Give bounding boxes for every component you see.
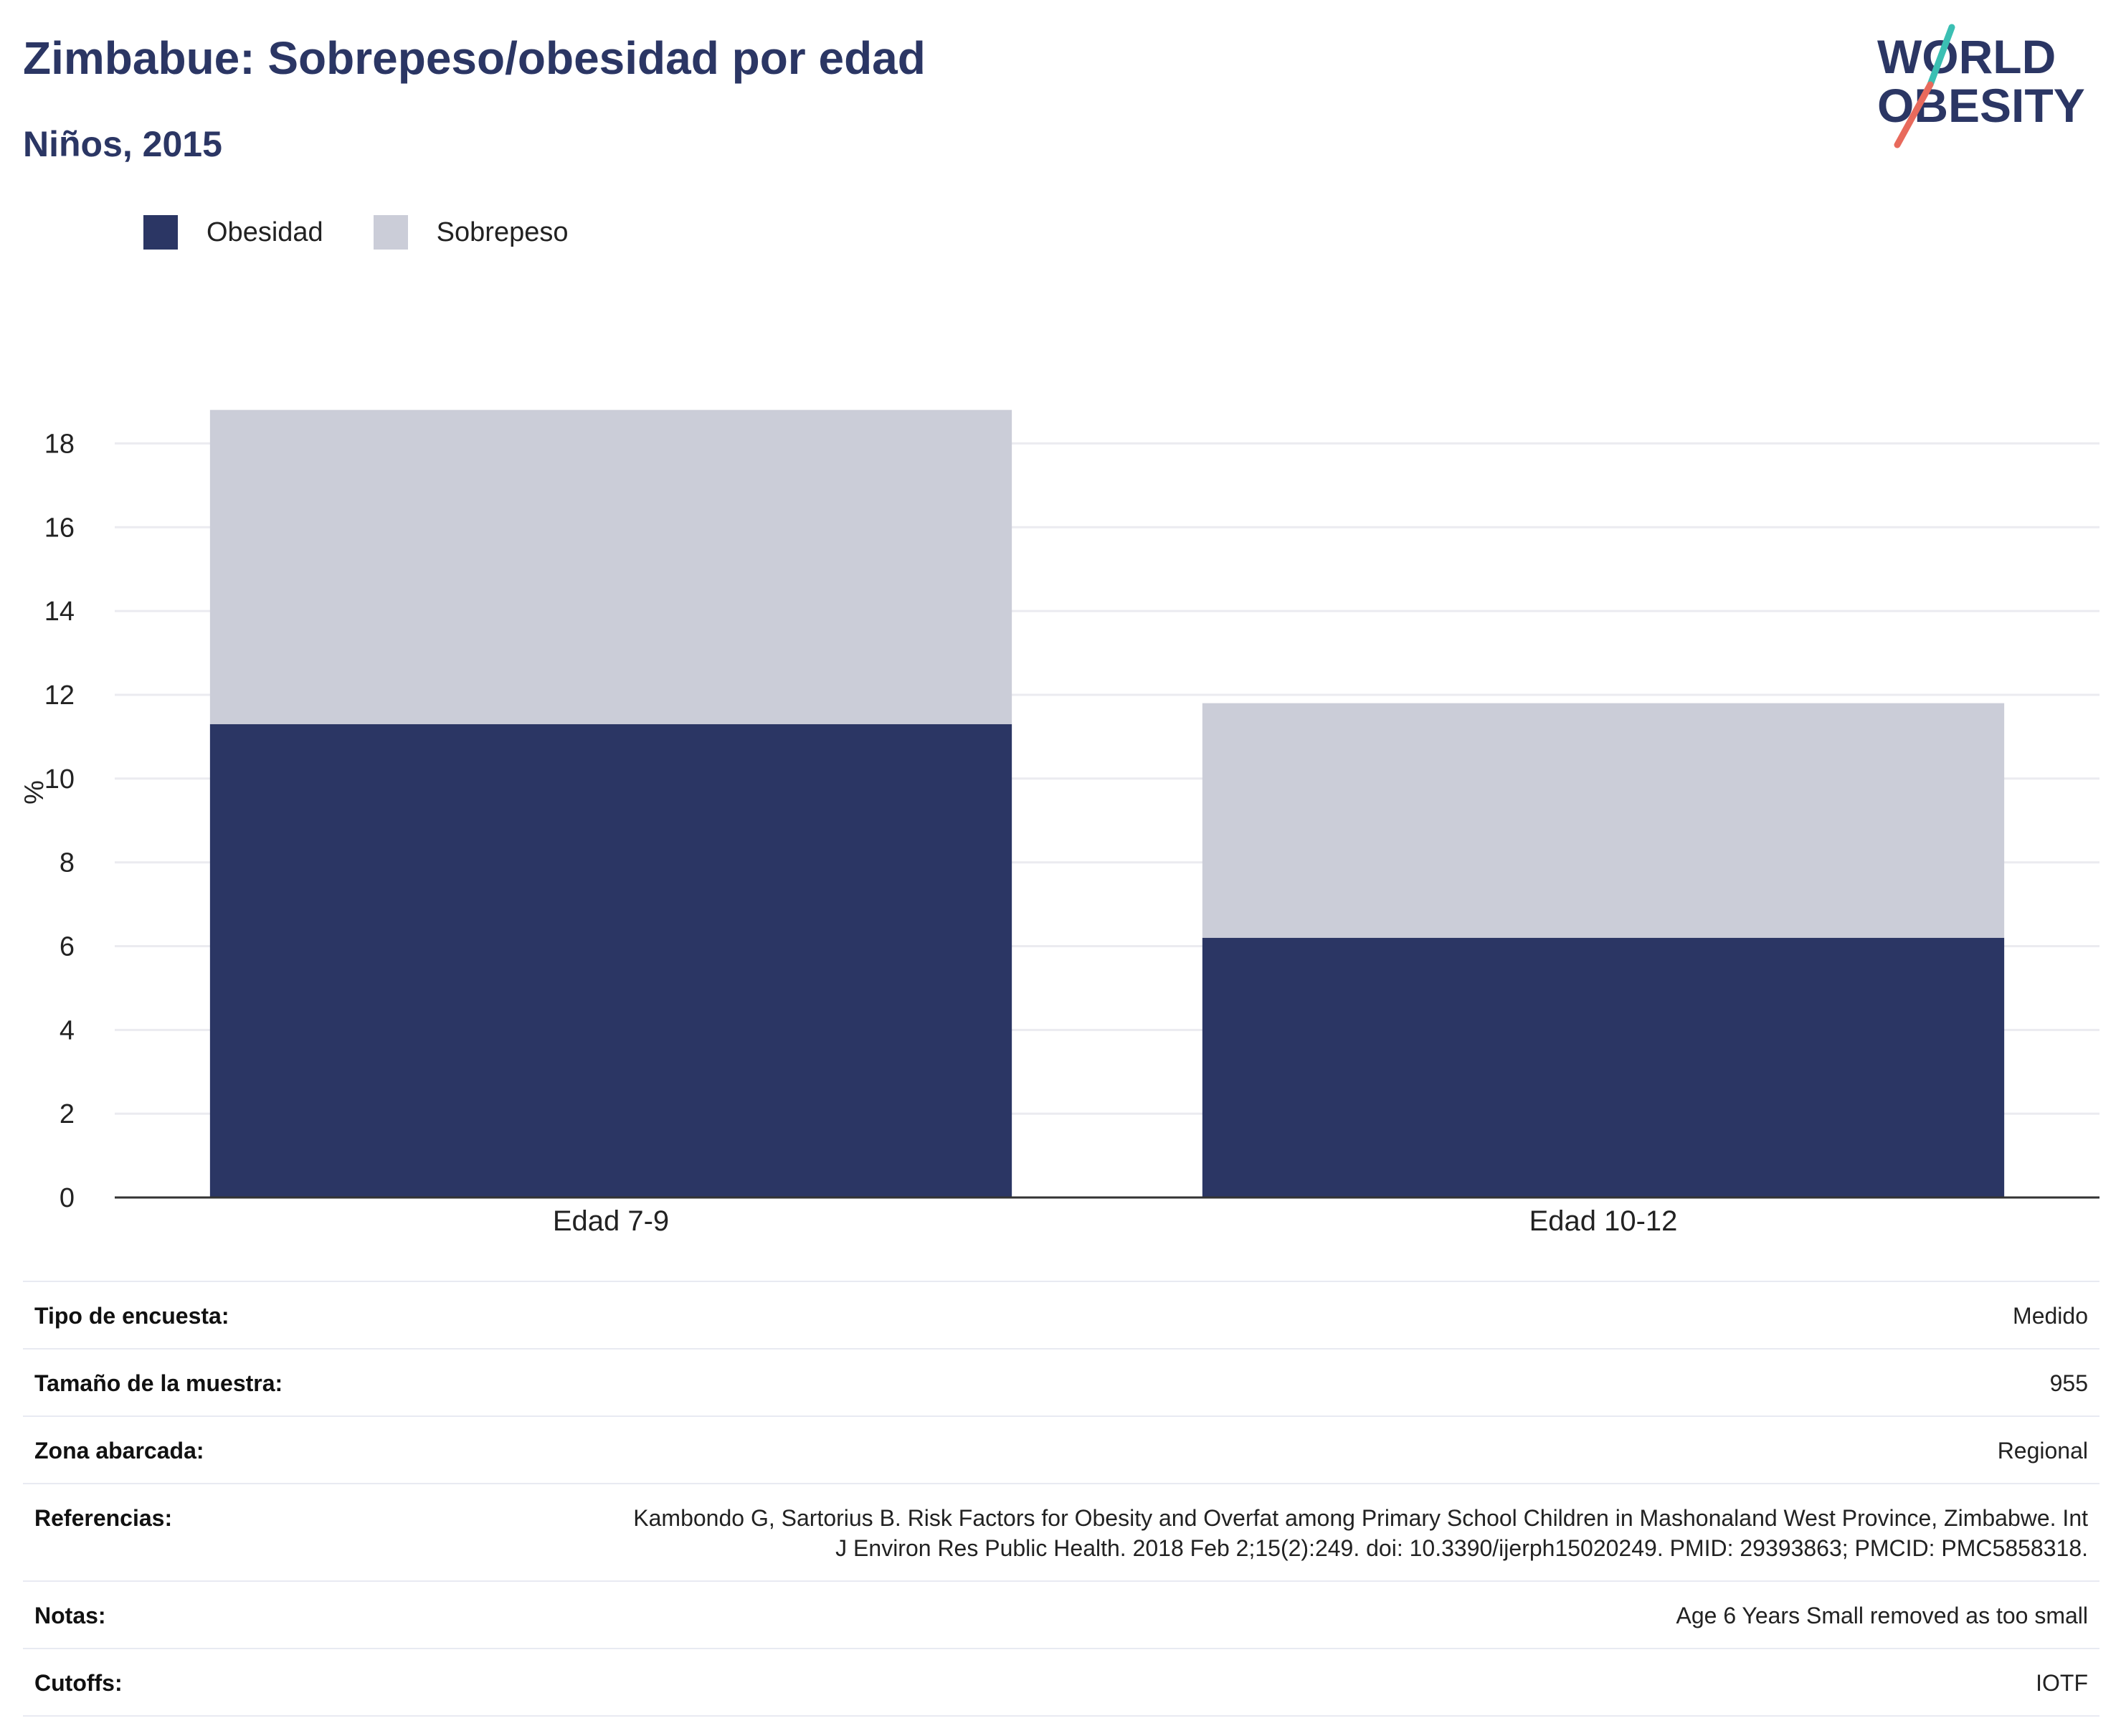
- legend-item-obesidad: Obesidad: [143, 215, 323, 250]
- info-value: 955: [2049, 1370, 2088, 1396]
- info-key: Zona abarcada:: [34, 1438, 204, 1464]
- y-tick-label-18: 18: [44, 429, 75, 459]
- info-row: Tamaño de la muestra: 955: [23, 1350, 2099, 1417]
- info-value: Age 6 Years Small removed as too small: [1676, 1603, 2088, 1628]
- bars: [209, 409, 2005, 1197]
- info-row: Zona abarcada: Regional: [23, 1417, 2099, 1484]
- logo-slash-teal: [1927, 24, 1955, 88]
- logo-line1: WORLD: [1877, 30, 2056, 83]
- y-tick-label-8: 8: [60, 848, 75, 878]
- y-tick-label-10: 10: [44, 764, 75, 795]
- info-value: Regional: [1997, 1438, 2088, 1464]
- info-value: Kambondo G, Sartorius B. Risk Factors fo…: [633, 1505, 2088, 1561]
- logo-slash-red: [1894, 81, 1934, 148]
- world-obesity-logo: WORLD OBESITY: [1877, 24, 2085, 148]
- y-axis: 0 2 4 6 8 10 12 14 16 18: [44, 429, 75, 1213]
- bar-obesidad-2: [1202, 937, 2005, 1197]
- y-tick-label-0: 0: [60, 1183, 75, 1213]
- chart-subtitle: Niños, 2015: [23, 124, 222, 164]
- info-key: Tamaño de la muestra:: [34, 1370, 283, 1396]
- legend-label-sobrepeso: Sobrepeso: [436, 217, 569, 247]
- info-row: Referencias: Kambondo G, Sartorius B. Ris…: [23, 1484, 2099, 1582]
- info-table: Tipo de encuesta: Medido Tamaño de la mues…: [23, 1281, 2099, 1717]
- x-tick-label-2: Edad 10-12: [1529, 1205, 1678, 1237]
- bar-sobrepeso-2: [1202, 703, 2005, 938]
- y-tick-label-16: 16: [44, 513, 75, 543]
- legend: Obesidad Sobrepeso: [143, 214, 618, 251]
- info-key: Tipo de encuesta:: [34, 1303, 229, 1329]
- y-axis-label: %: [19, 780, 49, 805]
- legend-swatch-sobrepeso: [373, 215, 408, 250]
- x-axis: Edad 7-9 Edad 10-12: [115, 1196, 2099, 1237]
- x-tick-label-1: Edad 7-9: [553, 1205, 669, 1237]
- bar-chart: 0 2 4 6 8 10 12 14 16 18 Edad 7-9 Edad 10-12 %: [19, 409, 2099, 1237]
- info-row: Tipo de encuesta: Medido: [23, 1282, 2099, 1350]
- y-tick-label-4: 4: [60, 1015, 75, 1045]
- info-key: Notas:: [34, 1603, 106, 1628]
- y-tick-label-6: 6: [60, 931, 75, 962]
- info-value: Medido: [2013, 1303, 2088, 1329]
- legend-label-obesidad: Obesidad: [207, 217, 323, 247]
- chart-title: Zimbabue: Sobrepeso/obesidad por edad: [23, 32, 926, 84]
- bar-obesidad-1: [209, 724, 1012, 1197]
- legend-swatch-obesidad: [143, 215, 178, 250]
- y-tick-label-2: 2: [60, 1099, 75, 1129]
- y-tick-label-14: 14: [44, 597, 75, 627]
- info-value: IOTF: [2036, 1670, 2088, 1696]
- info-key: Cutoffs:: [34, 1670, 123, 1696]
- bar-sobrepeso-1: [209, 409, 1012, 724]
- y-tick-label-12: 12: [44, 680, 75, 711]
- legend-item-sobrepeso: Sobrepeso: [373, 215, 569, 250]
- info-key: Referencias:: [34, 1505, 173, 1531]
- info-row: Cutoffs: IOTF: [23, 1649, 2099, 1717]
- info-row: Notas: Age 6 Years Small removed as too s…: [23, 1582, 2099, 1649]
